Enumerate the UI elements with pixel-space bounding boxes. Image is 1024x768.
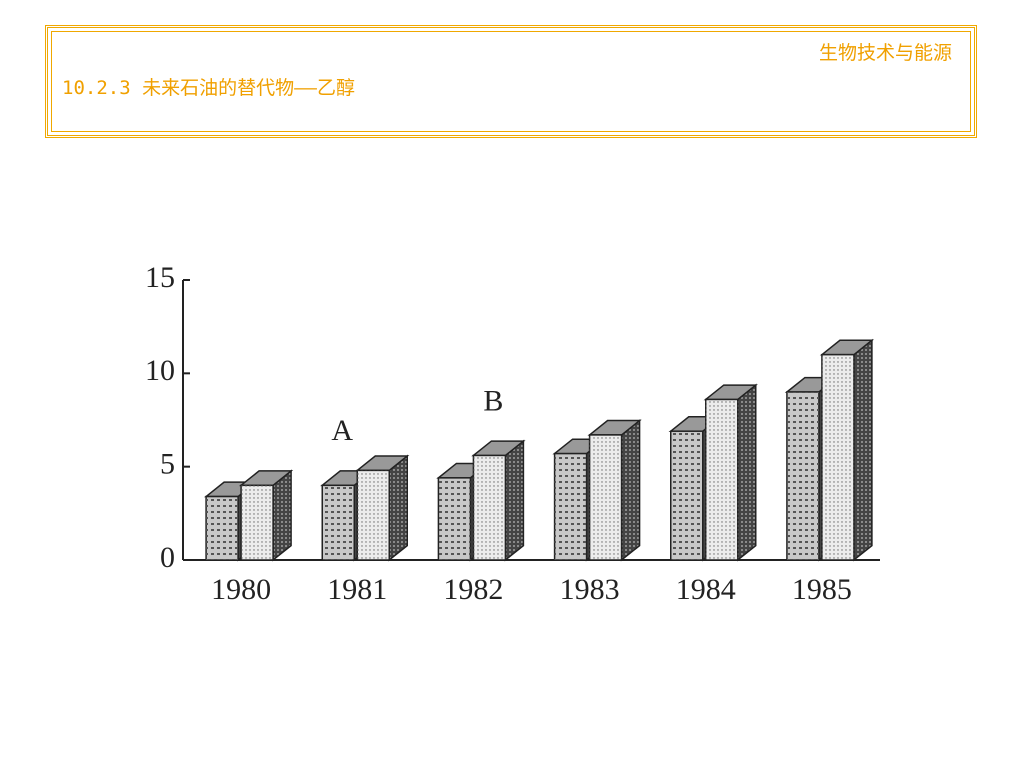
bar-texture: [241, 485, 274, 560]
x-tick-label: 1981: [327, 573, 387, 606]
bar-texture: [206, 496, 239, 560]
y-tick-label: 5: [160, 448, 175, 481]
y-tick-label: 10: [145, 354, 175, 387]
bar-texture: [357, 470, 390, 560]
header-box: [45, 25, 977, 138]
x-tick-label: 1982: [443, 573, 503, 606]
bar-texture: [322, 485, 355, 560]
bar-texture: [821, 354, 854, 560]
bar-texture: [589, 434, 622, 560]
bar-texture: [786, 392, 819, 560]
bar-side: [620, 418, 641, 562]
slide-title: 10.2.3 未来石油的替代物——乙醇: [62, 77, 355, 99]
bar-side: [388, 454, 408, 562]
x-tick-label: 1984: [676, 573, 736, 606]
bar-texture: [670, 431, 703, 560]
bar-side: [853, 338, 873, 562]
bar-texture: [554, 453, 587, 560]
bar-side: [737, 383, 757, 562]
y-tick-label: 0: [160, 541, 175, 574]
bar-texture: [705, 399, 738, 560]
bar-side: [272, 469, 292, 562]
y-tick-label: 15: [145, 261, 175, 294]
series-label: B: [483, 384, 503, 417]
bar-texture: [438, 477, 471, 560]
x-tick-label: 1983: [560, 573, 620, 606]
x-tick-label: 1985: [792, 573, 852, 606]
series-label: A: [331, 414, 353, 447]
x-tick-label: 1980: [211, 573, 271, 606]
section-title: 生物技术与能源: [818, 42, 952, 64]
bar-side: [504, 439, 525, 562]
bar-texture: [473, 455, 506, 560]
